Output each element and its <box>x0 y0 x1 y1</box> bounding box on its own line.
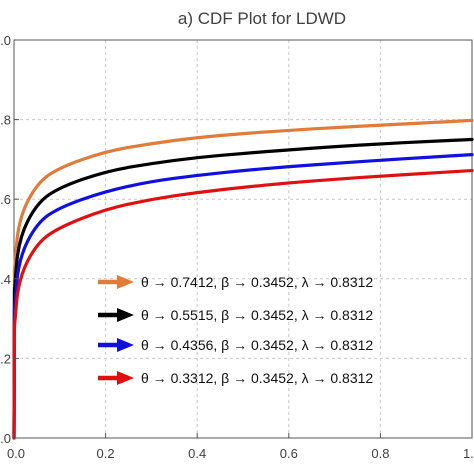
y-tick-label: 0.2 <box>0 351 11 366</box>
x-tick-label: 0.8 <box>371 446 389 461</box>
y-tick-label: 0.0 <box>0 431 11 446</box>
x-axis-ticks: 0.0 0.2 0.4 0.6 0.8 1.0 <box>7 433 474 461</box>
series-line-1 <box>12 137 474 440</box>
plot-frame <box>13 39 473 439</box>
chart-title: a) CDF Plot for LDWD <box>178 9 346 28</box>
x-tick-label: 0.4 <box>188 446 206 461</box>
y-axis-ticks: 0.0 0.2 0.4 0.6 0.8 1.0 <box>0 33 19 446</box>
y-tick-label: 0.6 <box>0 192 11 207</box>
series-line-2 <box>12 153 474 440</box>
x-tick-label: 0.2 <box>97 446 115 461</box>
legend-label: θ → 0.3312, β → 0.3452, λ → 0.8312 <box>141 370 373 386</box>
legend-label: θ → 0.5515, β → 0.3452, λ → 0.8312 <box>141 307 373 323</box>
legend: θ → 0.7412, β → 0.3452, λ → 0.8312 θ → 0.… <box>98 274 373 386</box>
series-line-3 <box>12 168 474 440</box>
legend-item: θ → 0.7412, β → 0.3452, λ → 0.8312 <box>98 274 373 290</box>
legend-label: θ → 0.4356, β → 0.3452, λ → 0.8312 <box>141 337 373 353</box>
legend-label: θ → 0.7412, β → 0.3452, λ → 0.8312 <box>141 274 373 290</box>
legend-arrow-head <box>117 338 134 352</box>
y-tick-label: 0.8 <box>0 113 11 128</box>
x-tick-label: 0.6 <box>280 446 298 461</box>
legend-item: θ → 0.5515, β → 0.3452, λ → 0.8312 <box>98 307 373 323</box>
grid-lines <box>14 40 472 438</box>
series-line-0 <box>12 118 474 440</box>
x-tick-label: 0.0 <box>7 446 25 461</box>
x-tick-label: 1.0 <box>463 446 474 461</box>
legend-arrow-head <box>117 275 134 289</box>
y-tick-label: 0.4 <box>0 272 11 287</box>
legend-arrow-head <box>117 308 134 322</box>
legend-item: θ → 0.3312, β → 0.3452, λ → 0.8312 <box>98 370 373 386</box>
legend-arrow-head <box>117 371 134 385</box>
legend-item: θ → 0.4356, β → 0.3452, λ → 0.8312 <box>98 337 373 353</box>
series-lines <box>12 118 474 440</box>
y-tick-label: 1.0 <box>0 33 11 48</box>
